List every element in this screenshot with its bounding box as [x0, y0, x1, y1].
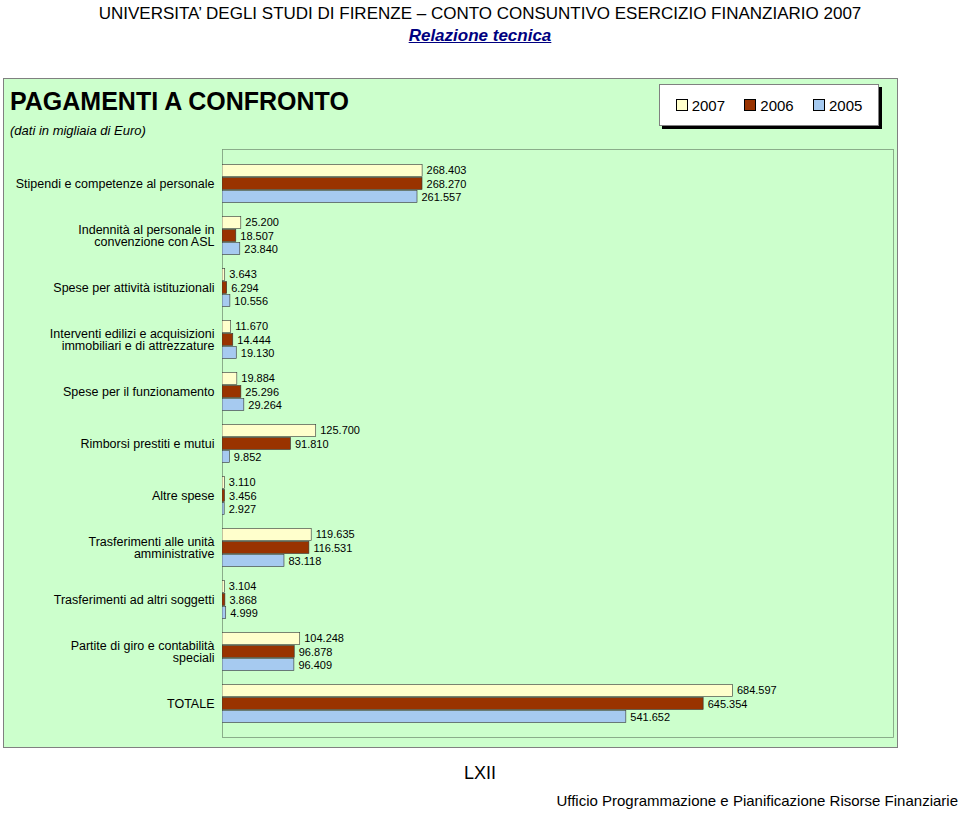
html-text:2006: 2006 — [760, 96, 794, 114]
svg-text:Spese per attività istituziona: Spese per attività istituzionali — [53, 281, 214, 295]
svg-text:25.200: 25.200 — [245, 216, 279, 228]
svg-text:3.104: 3.104 — [229, 580, 257, 592]
html-text:Ufficio Programmazione e Piani: Ufficio Programmazione e Pianificazione … — [556, 792, 958, 809]
svg-text:83.118: 83.118 — [288, 555, 321, 567]
svg-text:119.635: 119.635 — [316, 528, 355, 540]
svg-text:125.700: 125.700 — [320, 424, 360, 436]
svg-text:10.556: 10.556 — [234, 295, 268, 307]
svg-text:684.597: 684.597 — [737, 684, 777, 696]
svg-text:96.878: 96.878 — [299, 646, 333, 658]
svg-text:3.868: 3.868 — [229, 594, 257, 606]
html-text:2007: 2007 — [691, 96, 725, 114]
svg-text:Interventi edilizi e acquisizi: Interventi edilizi e acquisizioniimmobil… — [50, 327, 215, 354]
svg-text:96.409: 96.409 — [298, 659, 332, 671]
svg-text:TOTALE: TOTALE — [167, 697, 214, 711]
html-text:(dati in migliaia di Euro): (dati in migliaia di Euro) — [10, 123, 146, 138]
svg-text:3.456: 3.456 — [229, 490, 257, 502]
html-text:LXII: LXII — [464, 763, 496, 783]
svg-text:Stipendi e competenze al perso: Stipendi e competenze al personale — [16, 177, 215, 191]
svg-text:9.852: 9.852 — [234, 451, 262, 463]
svg-text:6.294: 6.294 — [231, 282, 259, 294]
svg-text:Spese per il funzionamento: Spese per il funzionamento — [63, 385, 215, 399]
html-text:Relazione tecnica: Relazione tecnica — [408, 26, 552, 45]
svg-text:3.110: 3.110 — [229, 476, 256, 488]
svg-text:Trasferimenti ad altri soggett: Trasferimenti ad altri soggetti — [54, 593, 215, 607]
svg-text:Partite di giro e contabilitàs: Partite di giro e contabilitàspeciali — [71, 639, 215, 666]
svg-text:2.927: 2.927 — [229, 503, 257, 515]
svg-text:268.270: 268.270 — [427, 178, 467, 190]
svg-text:23.840: 23.840 — [244, 243, 278, 255]
svg-text:19.884: 19.884 — [241, 372, 275, 384]
svg-text:25.296: 25.296 — [245, 386, 279, 398]
svg-text:261.557: 261.557 — [422, 191, 462, 203]
svg-text:268.403: 268.403 — [427, 164, 467, 176]
svg-text:4.999: 4.999 — [230, 607, 258, 619]
svg-text:29.264: 29.264 — [248, 399, 282, 411]
svg-text:18.507: 18.507 — [240, 230, 274, 242]
svg-text:14.444: 14.444 — [237, 334, 271, 346]
svg-text:11.670: 11.670 — [235, 320, 268, 332]
svg-text:Indennità al personale inconve: Indennità al personale inconvenzione con… — [78, 223, 214, 250]
html-text:PAGAMENTI A CONFRONTO: PAGAMENTI A CONFRONTO — [10, 87, 349, 115]
svg-text:91.810: 91.810 — [295, 438, 329, 450]
svg-text:Rimborsi prestiti e mutui: Rimborsi prestiti e mutui — [80, 437, 214, 451]
svg-text:541.652: 541.652 — [630, 711, 670, 723]
html-text:UNIVERSITA’ DEGLI STUDI DI FIR: UNIVERSITA’ DEGLI STUDI DI FIRENZE – CON… — [98, 4, 862, 23]
svg-text:3.643: 3.643 — [229, 268, 257, 280]
svg-text:19.130: 19.130 — [241, 347, 275, 359]
svg-text:Trasferimenti alle unitàammini: Trasferimenti alle unitàamministrative — [89, 535, 215, 562]
svg-text:116.531: 116.531 — [313, 542, 352, 554]
svg-text:104.248: 104.248 — [304, 632, 344, 644]
svg-text:Altre spese: Altre spese — [152, 489, 215, 503]
html-text:2005: 2005 — [829, 96, 863, 114]
svg-text:645.354: 645.354 — [708, 698, 748, 710]
